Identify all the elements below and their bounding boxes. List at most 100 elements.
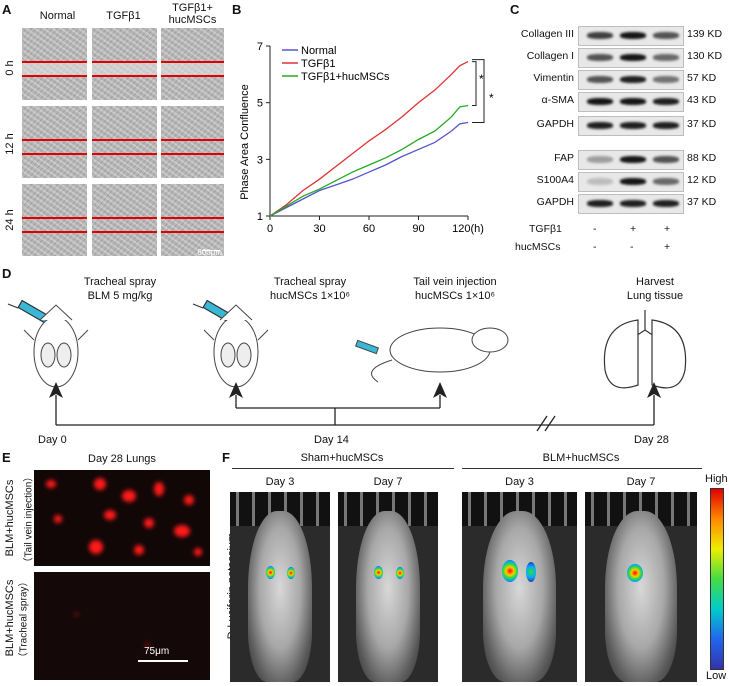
series-line-1: [269, 61, 469, 217]
fluorescence-image-tracheal-spray: 75μm: [34, 572, 210, 680]
row-label-24h: 24 h: [4, 209, 16, 231]
col-label-tgfb1-hucmscs-1: TGFβ1+: [172, 2, 213, 14]
blot-label-3: α-SMA: [541, 94, 574, 106]
blot-band: [587, 156, 613, 163]
scale-bar-a: [202, 250, 220, 251]
panel-c-label: C: [510, 2, 520, 17]
x-tick-label: 120(h): [452, 223, 484, 235]
day0-label: Day 0: [38, 434, 67, 446]
blot-strip-3: [578, 92, 684, 112]
mouse-side-icon: [354, 327, 509, 383]
lungs-icon: [603, 310, 687, 389]
scale-label-a: 800μm: [197, 248, 222, 257]
ivis-mouse-sham-day7: [338, 492, 438, 682]
mouse-supine-icon: [23, 304, 89, 388]
timeline-diagram: [7, 300, 687, 432]
col-label-tgfb1-hucmscs-2: hucMSCs: [168, 14, 217, 26]
colorbar: [710, 488, 724, 670]
blot-kd-1: 130 KD: [687, 50, 723, 62]
group-line-sham: [232, 468, 454, 469]
blot-strip-4: [578, 116, 684, 136]
blot-band: [620, 122, 646, 129]
blot-label-5: FAP: [554, 152, 574, 164]
blot-strip-5: [578, 150, 684, 170]
day-label-4: Day 7: [626, 476, 656, 488]
col-label-normal: Normal: [39, 10, 76, 22]
step2-line1: Tracheal spray: [273, 276, 347, 288]
colorbar-low-label: Low: [706, 670, 727, 682]
step1-line2: BLM 5 mg/kg: [87, 290, 153, 302]
blot-band: [587, 98, 613, 105]
blot-band: [653, 200, 679, 207]
x-tick-label: 90: [412, 223, 424, 235]
blot-kd-0: 139 KD: [687, 28, 723, 40]
x-tick-label: 30: [313, 223, 325, 235]
blot-band: [653, 54, 679, 61]
ivis-mouse-blm-day3: [462, 492, 577, 682]
blot-label-7: GAPDH: [536, 196, 574, 208]
step3-line1: Tail vein injection: [413, 276, 497, 288]
row-label-0h: 0 h: [4, 60, 16, 76]
blot-band: [587, 32, 613, 39]
blot-label-1: Collagen I: [526, 50, 574, 62]
treat-label-hucmscs: hucMSCs: [515, 241, 561, 253]
legend-label-1: TGFβ1: [301, 58, 335, 70]
sig-star-1: *: [479, 72, 484, 86]
chart-ylabel: Phase Area Confluence: [239, 84, 251, 200]
y-tick-label: 3: [257, 154, 263, 166]
blot-band: [620, 32, 646, 39]
blot-kd-5: 88 KD: [687, 152, 717, 164]
treat-sign-tgfb1-3: +: [664, 223, 671, 235]
blot-band: [620, 178, 646, 185]
day-label-3: Day 3: [505, 476, 534, 488]
blot-kd-3: 43 KD: [687, 94, 717, 106]
blot-band: [653, 76, 679, 83]
ivis-mouse-blm-day7: [585, 492, 697, 682]
blot-label-6: S100A4: [536, 174, 574, 186]
blot-kd-2: 57 KD: [687, 72, 717, 84]
colorbar-high-label: High: [705, 473, 728, 485]
ivis-mouse-sham-day3: [230, 492, 330, 682]
panel-d-label: D: [2, 266, 12, 281]
treat-sign-hucmscs-1: -: [593, 241, 597, 253]
sig-bracket-2: [472, 59, 485, 123]
day14-label: Day 14: [314, 434, 349, 446]
y-tick-label: 7: [257, 41, 263, 53]
blot-band: [653, 122, 679, 129]
group-line-blm: [462, 468, 702, 469]
scratch-image-combo-24h: 800μm: [161, 184, 224, 257]
scratch-image-normal-12h: [22, 106, 87, 178]
scale-label-e: 75μm: [144, 646, 170, 657]
step2-line2: hucMSCs 1×10⁶: [269, 290, 351, 302]
col-label-tgfb1: TGFβ1: [106, 10, 141, 22]
panel-e-row1-line1: BLM+hucMSCs: [4, 479, 16, 557]
group-label-blm: BLM+hucMSCs: [542, 452, 620, 464]
blot-strip-0: [578, 26, 684, 46]
blot-band: [587, 76, 613, 83]
scratch-image-tgfb1-24h: [92, 184, 157, 256]
day28-label: Day 28: [634, 434, 669, 446]
step3-line2: hucMSCs 1×10⁶: [414, 290, 496, 302]
step4-line1: Harvest: [636, 276, 674, 288]
treat-label-tgfb1: TGFβ1: [529, 223, 562, 235]
day-label-2: Day 7: [373, 476, 403, 488]
blot-kd-7: 37 KD: [687, 196, 717, 208]
panel-b-label: B: [232, 2, 242, 17]
step1-line1: Tracheal spray: [83, 276, 157, 288]
scratch-image-combo-12h: [161, 106, 224, 178]
treat-sign-tgfb1-1: -: [593, 223, 597, 235]
scratch-image-combo-0h: [161, 28, 224, 100]
treat-sign-hucmscs-2: -: [630, 241, 634, 253]
panel-e-title: Day 28 Lungs: [88, 453, 156, 465]
blot-band: [653, 98, 679, 105]
blot-band: [620, 54, 646, 61]
scratch-image-normal-24h: [22, 184, 87, 256]
blot-band: [620, 200, 646, 207]
blot-strip-2: [578, 70, 684, 90]
series-line-2: [269, 104, 469, 217]
panel-e-row1-line2: （Tail vein injection）: [23, 471, 35, 568]
blot-band: [587, 122, 613, 129]
sig-bracket-1: [472, 61, 477, 106]
group-label-sham: Sham+hucMSCs: [300, 452, 384, 464]
